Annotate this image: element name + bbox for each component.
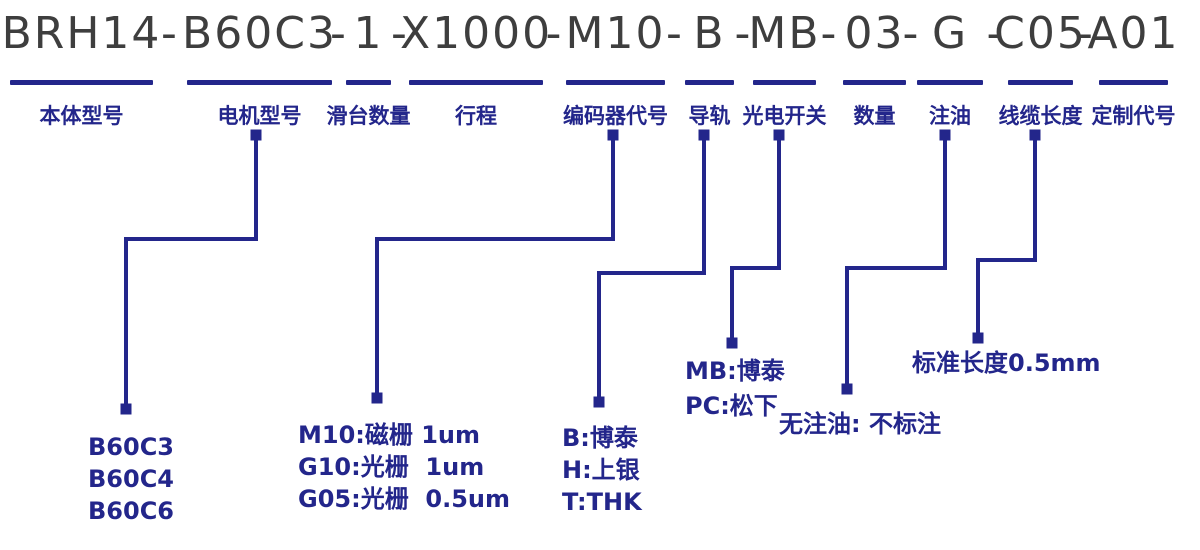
- motor-options-line: B60C4: [88, 465, 175, 493]
- field-label-11: 定制代号: [1091, 104, 1176, 128]
- oil-note: 无注油: 不标注: [779, 408, 941, 440]
- photo-switch-options: MB:博泰 PC:松下: [685, 354, 785, 424]
- segment-underline: [409, 80, 543, 85]
- motor-model-line-marker: [120, 403, 132, 415]
- cable-note-line: 标准长度0.5mm: [912, 349, 1101, 377]
- encoder-code-line: [375, 135, 615, 398]
- model-code-segment: MB: [748, 8, 821, 59]
- encoder-options-line: M10:磁栅 1um: [298, 421, 481, 449]
- field-label-4: 行程: [455, 104, 497, 128]
- segment-underline: [843, 80, 906, 85]
- model-code-segment: M10: [565, 8, 666, 59]
- model-code-separator: -: [986, 8, 1005, 59]
- model-code-segment: A01: [1087, 8, 1180, 59]
- segment-underline: [685, 80, 734, 85]
- segment-underline: [753, 80, 816, 85]
- guide-rail-line-marker: [593, 396, 605, 408]
- photo-switch-line-marker: [726, 337, 738, 349]
- segment-underline: [917, 80, 983, 85]
- oil-line-marker: [939, 129, 951, 141]
- segment-underline: [187, 80, 332, 85]
- photo-switch-options-line: PC:松下: [685, 392, 778, 420]
- field-label-3: 滑台数量: [326, 104, 411, 128]
- oil-note-line: 无注油: 不标注: [779, 410, 941, 438]
- model-code-separator: -: [330, 8, 348, 59]
- motor-options: B60C3 B60C4 B60C6: [88, 431, 174, 527]
- encoder-code-line-marker: [371, 392, 383, 404]
- model-code-segment: 03: [844, 8, 905, 59]
- field-label-5: 编码器代号: [563, 104, 668, 128]
- model-code-separator: -: [391, 8, 409, 59]
- cable-length-line-marker: [1029, 129, 1041, 141]
- encoder-options-line: G05:光栅 0.5um: [298, 485, 511, 513]
- model-code-segment: G: [931, 8, 969, 59]
- field-label-10: 线缆长度: [998, 104, 1083, 128]
- model-code-separator: -: [666, 8, 684, 59]
- model-code-separator: -: [1077, 8, 1095, 59]
- motor-options-line: B60C3: [88, 433, 175, 461]
- rail-options-line: B:博泰: [562, 424, 638, 452]
- motor-model-line-marker: [250, 129, 262, 141]
- oil-line-marker: [841, 383, 853, 395]
- encoder-options-line: G10:光栅 1um: [298, 453, 485, 481]
- segment-underline: [566, 80, 665, 85]
- photo-switch-options-line: MB:博泰: [685, 357, 785, 385]
- segment-underline: [1099, 80, 1168, 85]
- field-label-6: 导轨: [688, 104, 731, 128]
- model-code-segment: X1000: [399, 8, 553, 59]
- photo-switch-line-marker: [773, 129, 785, 141]
- segment-underline: [10, 80, 153, 85]
- cable-note: 标准长度0.5mm: [912, 347, 1101, 379]
- model-code-separator: -: [545, 8, 564, 59]
- oil-line: [845, 135, 947, 389]
- model-code-separator: -: [820, 8, 839, 59]
- model-code-segment: B60C3: [182, 8, 337, 59]
- model-code-segment: BRH14: [1, 8, 162, 59]
- cable-length-line-marker: [972, 332, 984, 344]
- guide-rail-line: [597, 135, 706, 402]
- encoder-options: M10:磁栅 1um G10:光栅 1um G05:光栅 0.5um: [298, 419, 510, 515]
- model-code-segment: B: [693, 8, 726, 59]
- model-code-separator: -: [161, 8, 179, 59]
- photo-switch-line: [730, 135, 781, 343]
- segment-underline: [1008, 80, 1073, 85]
- motor-model-line: [124, 135, 258, 409]
- cable-length-line: [976, 135, 1037, 338]
- model-code-separator: -: [902, 8, 921, 59]
- rail-options-line: T:THK: [562, 488, 642, 516]
- rail-options: B:博泰 H:上银 T:THK: [562, 422, 642, 518]
- model-code-segment: 1: [353, 8, 384, 59]
- field-label-7: 光电开关: [742, 104, 827, 128]
- field-label-8: 数量: [853, 104, 896, 128]
- field-label-9: 注油: [929, 104, 971, 128]
- field-label-1: 本体型号: [39, 104, 124, 128]
- motor-options-line: B60C6: [88, 497, 175, 525]
- field-label-2: 电机型号: [217, 104, 302, 128]
- rail-options-line: H:上银: [562, 456, 640, 484]
- encoder-code-line-marker: [607, 129, 619, 141]
- model-code-separator: -: [734, 8, 753, 59]
- segment-underline: [346, 80, 391, 85]
- model-code-segment: C05: [994, 8, 1087, 59]
- guide-rail-line-marker: [698, 129, 710, 141]
